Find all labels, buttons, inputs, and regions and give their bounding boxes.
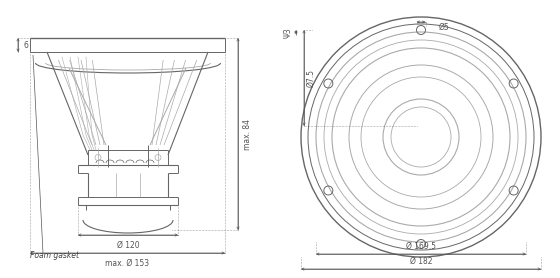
Text: Ø7.5: Ø7.5 [306,69,315,87]
Text: Ø 120: Ø 120 [116,240,139,249]
Text: Ψ3: Ψ3 [284,27,293,38]
Text: Ø 169.5: Ø 169.5 [406,242,436,250]
Text: max. 84: max. 84 [244,118,253,150]
Text: max. Ø 153: max. Ø 153 [105,259,150,267]
Text: 6: 6 [24,41,29,49]
Text: Foam gasket: Foam gasket [30,250,79,259]
Text: Ø 182: Ø 182 [410,257,432,265]
Text: Ø5: Ø5 [439,23,450,31]
